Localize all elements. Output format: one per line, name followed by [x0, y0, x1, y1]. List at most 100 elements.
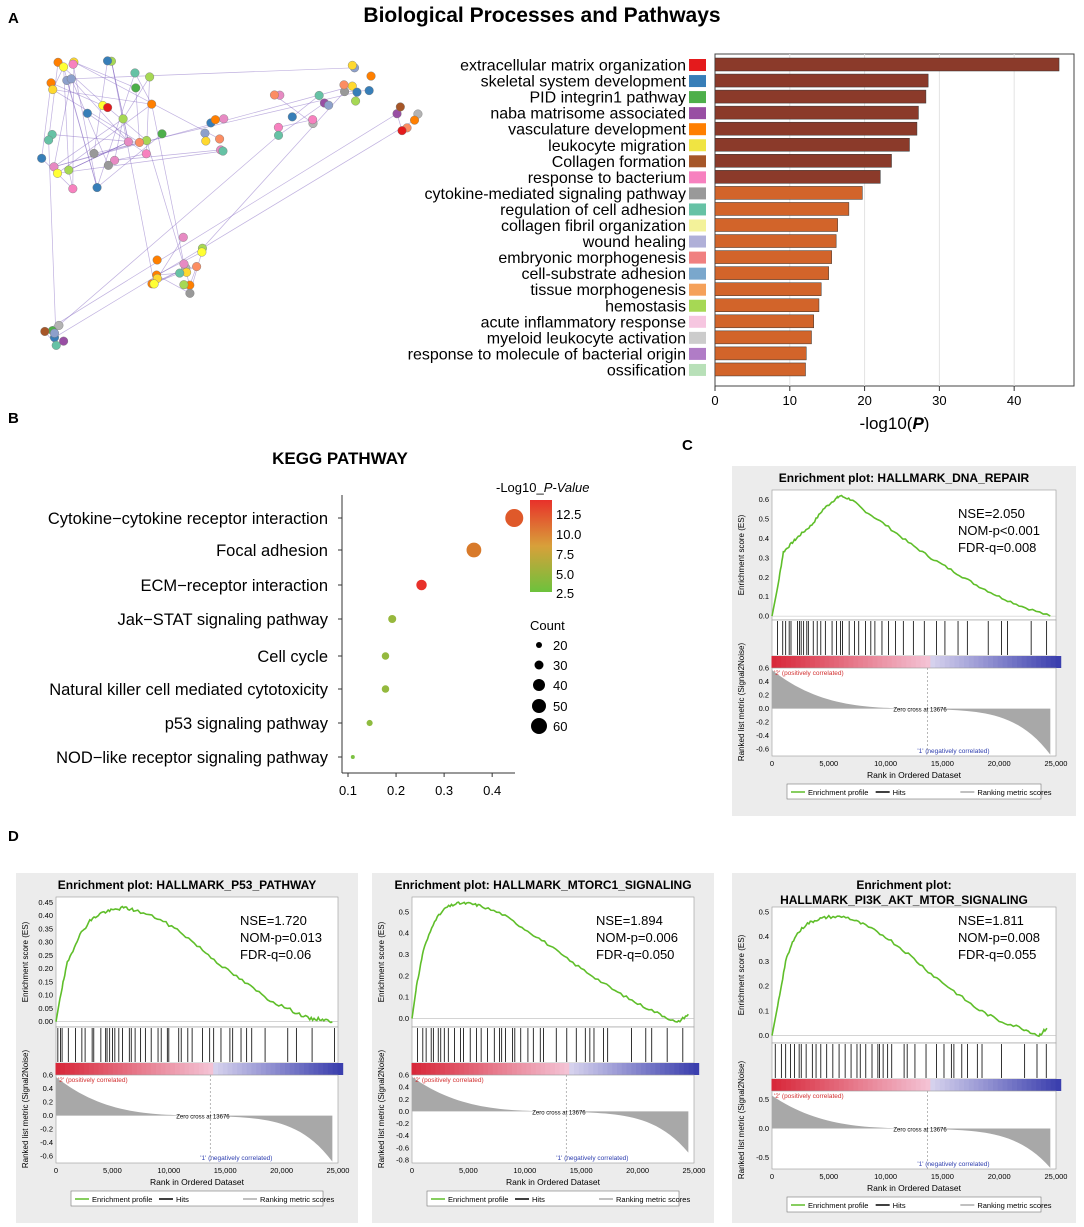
network-edge: [58, 135, 279, 326]
gsea-plot-mtorc1: Enrichment plot: HALLMARK_MTORC1_SIGNALI…: [372, 873, 714, 1223]
bar-14: [714, 266, 829, 280]
network-node: [103, 103, 113, 113]
kegg-dot: [466, 542, 482, 558]
kegg-dot: [505, 509, 524, 527]
gsea-stat: FDR-q=0.008: [958, 540, 1036, 555]
gsea-x-tick: 0: [410, 1166, 414, 1175]
heat-bar-segment: [256, 1063, 262, 1075]
es-y-tick: 0.25: [38, 951, 53, 960]
heat-bar-segment: [65, 1063, 71, 1075]
heat-bar-segment: [478, 1063, 485, 1075]
heat-bar-segment: [1050, 1079, 1057, 1091]
heat-bar-segment: [891, 1079, 898, 1091]
network-node: [68, 184, 78, 194]
gsea-title-line: Enrichment plot: HALLMARK_DNA_REPAIR: [779, 471, 1030, 485]
negative-correlated-label: '1' (negatively correlated): [917, 1161, 989, 1168]
es-y-tick: 0.2: [759, 573, 769, 582]
heat-bar-segment: [578, 1063, 585, 1075]
heat-bar-segment: [862, 1079, 869, 1091]
heat-bar-segment: [1021, 656, 1028, 668]
network-node: [287, 112, 297, 122]
heat-bar-segment: [165, 1063, 172, 1075]
heat-bar-segment: [323, 1063, 329, 1075]
heat-bar-segment: [74, 1063, 81, 1075]
network-node: [197, 247, 207, 257]
heat-bar-segment: [275, 1063, 282, 1075]
gsea-stat: NOM-p=0.013: [240, 930, 322, 945]
heat-bar-segment: [411, 1063, 418, 1075]
heat-bar-segment: [805, 656, 811, 668]
es-y-tick: 0.35: [38, 924, 53, 933]
heat-bar-segment: [819, 656, 826, 668]
heat-bar-segment: [1036, 656, 1042, 668]
bar-category-label: Collagen formation: [552, 154, 686, 171]
heat-bar-segment: [227, 1063, 234, 1075]
gsea-stat: NOM-p=0.008: [958, 930, 1040, 945]
heat-bar-segment: [294, 1063, 301, 1075]
bar-category-label: response to bacterium: [528, 170, 686, 187]
es-curve: [771, 494, 1051, 617]
network-edge: [278, 102, 325, 136]
network-edge: [111, 61, 129, 142]
heat-bar-segment: [337, 1063, 344, 1075]
heat-bar-segment: [674, 1063, 681, 1075]
heat-bar-segment: [949, 656, 956, 668]
heat-bar-segment: [530, 1063, 537, 1075]
network-node: [145, 72, 155, 82]
rank-y-tick: -0.2: [396, 1119, 409, 1128]
heat-bar-segment: [800, 656, 807, 668]
heat-bar-segment: [430, 1063, 437, 1075]
es-y-tick: 0.6: [759, 495, 769, 504]
network-edge: [87, 112, 147, 155]
heat-bar-segment: [848, 1079, 855, 1091]
es-y-tick: 0.4: [399, 929, 409, 938]
heat-bar-segment: [1031, 1079, 1038, 1091]
network-edge: [53, 78, 72, 167]
heat-bar-segment: [983, 1079, 990, 1091]
heat-bar-segment: [308, 1063, 315, 1075]
x-tick-label: 0.4: [483, 783, 501, 798]
heat-bar-segment: [55, 1063, 62, 1075]
heat-bar-segment: [1045, 1079, 1052, 1091]
network-node: [66, 74, 76, 84]
es-curve: [411, 901, 689, 1023]
gsea-x-tick: 5,000: [819, 759, 838, 768]
network-node: [130, 68, 140, 78]
heat-bar-segment: [968, 656, 975, 668]
network-node: [218, 146, 228, 156]
gsea-x-tick: 0: [54, 1166, 58, 1175]
network-node: [89, 148, 99, 158]
gsea-plot-p53: Enrichment plot: HALLMARK_P53_PATHWAY 0.4…: [16, 873, 358, 1223]
network-node: [110, 155, 120, 165]
bar-category-label: tissue morphogenesis: [530, 282, 686, 299]
legend-label: Hits: [893, 1201, 906, 1210]
heat-bar-segment: [901, 1079, 908, 1091]
network-node: [59, 62, 69, 72]
bar-category-swatch: [689, 315, 706, 328]
heat-bar-segment: [920, 656, 927, 668]
color-legend-bar: [530, 500, 552, 592]
heat-bar-segment: [1021, 1079, 1028, 1091]
size-legend-dot: [532, 699, 546, 713]
heat-bar-segment: [930, 656, 937, 668]
bar-category-swatch: [689, 283, 706, 296]
kegg-dot: [381, 685, 390, 693]
gsea-x-tick: 25,000: [327, 1166, 350, 1175]
heat-bar-segment: [189, 1063, 196, 1075]
size-legend-dot: [536, 642, 542, 648]
heat-bar-segment: [771, 656, 778, 668]
kegg-bubble-chart: KEGG PATHWAY Cytokine−cytokine receptor i…: [48, 449, 590, 798]
network-edge: [157, 237, 184, 279]
legend-label: Enrichment profile: [92, 1195, 152, 1204]
es-y-tick: 0.40: [38, 911, 53, 920]
network-node: [40, 326, 50, 336]
heat-bar-segment: [1041, 656, 1047, 668]
heat-bar-segment: [332, 1063, 339, 1075]
heat-bar-segment: [1012, 1079, 1018, 1091]
network-node: [397, 126, 407, 136]
es-y-tick: 0.1: [759, 1006, 769, 1015]
gsea-x-tick: 15,000: [570, 1166, 593, 1175]
kegg-pathway-label: p53 signaling pathway: [165, 715, 329, 733]
heat-bar-segment: [280, 1063, 286, 1075]
rank-y-tick: 0.0: [43, 1111, 53, 1120]
